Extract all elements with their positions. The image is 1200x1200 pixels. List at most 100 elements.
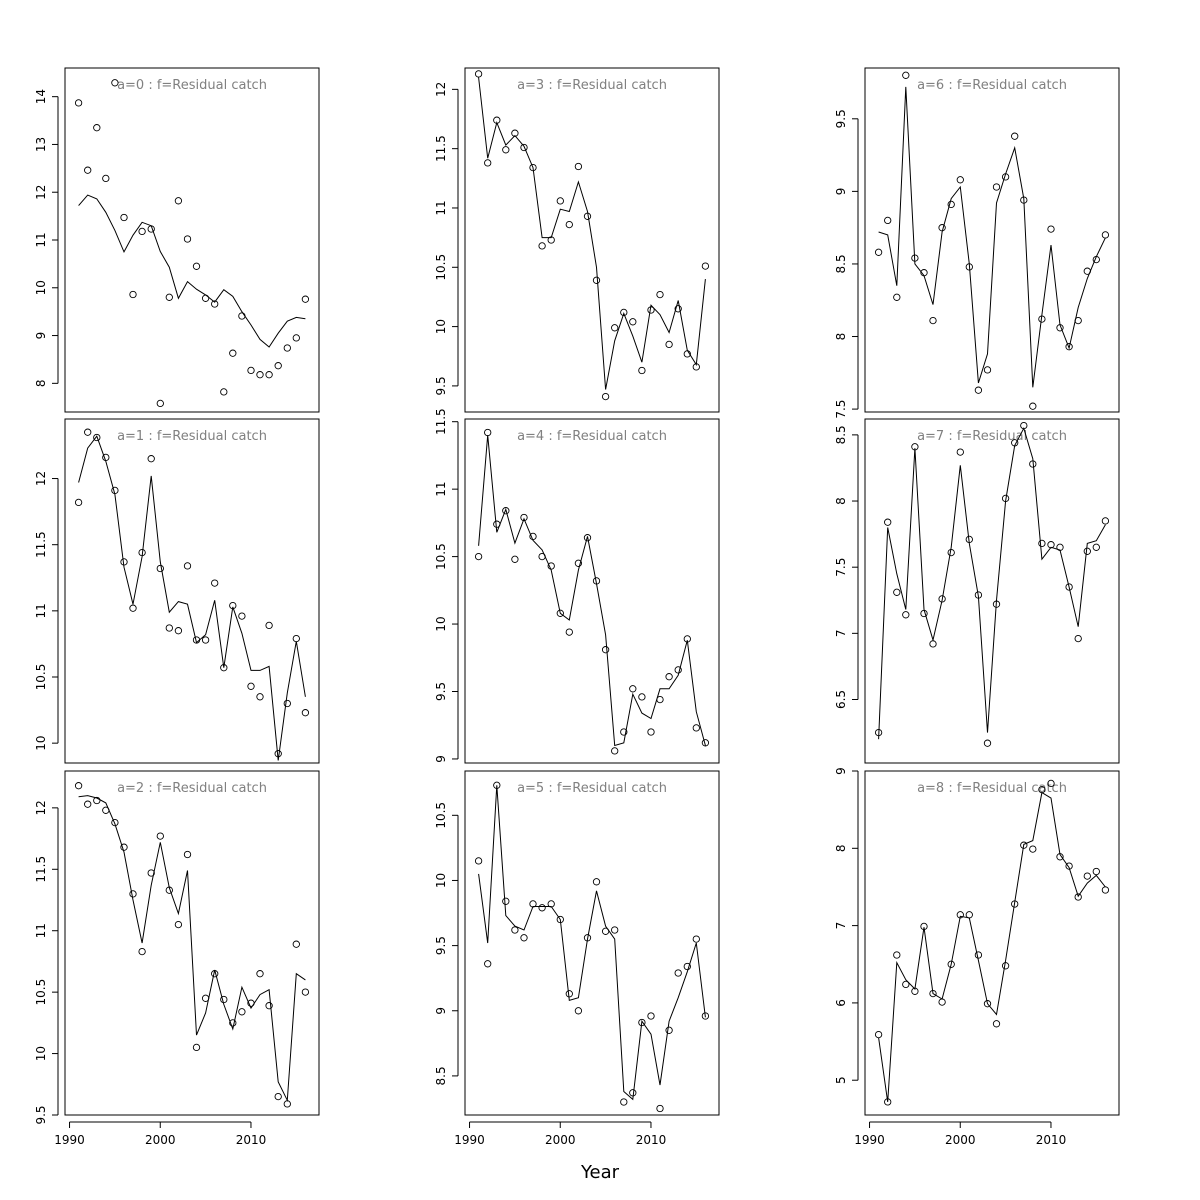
panel-4: a=4 : f=Residual catch 9 9.5 10 10.5 11 11.5 [434,408,720,764]
data-point [983,366,992,374]
panel-frame [864,418,1120,764]
data-point [884,518,892,526]
data-point [192,1043,201,1052]
data-point [474,70,483,78]
data-point [956,448,964,456]
panel-title: a=1 : f=Residual catch [117,429,267,444]
y-tick-label: 8 [834,844,848,852]
y-tick-label: 8.5 [834,425,848,444]
y-tick-label: 9.5 [434,936,448,955]
data-point [256,371,264,379]
panel-frame [64,67,320,413]
fitted-line [478,785,706,1101]
data-point [238,312,246,320]
y-tick-label: 6.5 [834,690,848,709]
y-tick-label: 10 [34,280,48,295]
y-tick-label: 12 [34,185,48,200]
data-point [174,627,183,635]
data-point [929,316,937,325]
y-tick-label: 11.5 [34,531,48,558]
data-point [1029,402,1037,410]
data-point [165,624,173,632]
panel-title: a=5 : f=Residual catch [517,781,667,796]
panel-7: a=7 : f=Residual catch 6.5 7 7.5 8 8.5 [834,418,1120,764]
data-point [1001,962,1010,970]
y-tick-label: 11.5 [34,856,48,883]
data-point [947,200,955,209]
y-tick-label: 11.5 [434,135,448,162]
y-tick-label: 7 [834,630,848,638]
data-point [592,276,601,284]
y-tick-label: 8.5 [834,254,848,273]
data-point [902,980,910,989]
y-tick-label: 9 [434,1007,448,1015]
data-point [556,609,564,617]
panel-frame [464,67,720,413]
x-tick-label: 1990 [854,1133,885,1147]
data-point [701,262,710,270]
panel-2: a=2 : f=Residual catch 9.5 10 10.5 11 11.5 12 1… [34,770,320,1147]
panel-frame [864,770,1120,1116]
data-point [74,782,83,790]
y-tick-label: 8 [834,497,848,505]
data-point [1047,779,1055,788]
data-point [274,1092,282,1101]
fitted-line [78,435,306,761]
panel-3: a=3 : f=Residual catch 9.5 10 10.5 11 11.5 12 [434,67,720,413]
data-point [147,455,155,463]
data-point [583,534,592,542]
y-tick-label: 10 [34,1046,48,1061]
data-point [874,1030,883,1039]
data-point [229,349,237,357]
data-point [174,920,183,929]
data-point [701,739,710,747]
y-tick-label: 9.5 [834,109,848,128]
data-point [102,174,110,183]
data-point [156,832,164,840]
y-tick-label: 10.5 [434,543,448,570]
data-point [192,262,201,270]
data-point [565,628,573,636]
data-point [674,305,682,313]
panel-title: a=3 : f=Residual catch [517,78,667,93]
panel-title: a=8 : f=Residual catch [917,781,1067,796]
data-point [611,926,619,934]
data-point [120,213,128,222]
panel-6: a=6 : f=Residual catch 7.5 8 8.5 9 9.5 [834,67,1120,419]
data-point [620,1098,628,1106]
data-point [638,1018,646,1027]
data-point [611,324,619,332]
data-point [574,1007,583,1015]
data-point [283,344,291,352]
data-point [111,818,119,827]
data-point [502,146,510,154]
data-point [484,159,492,167]
x-axis-label: Year [580,1162,620,1183]
data-point [1065,862,1073,870]
y-tick-label: 12 [434,82,448,97]
data-point [974,951,983,959]
x-tick-label: 2010 [1036,1133,1067,1147]
data-point [520,143,528,152]
data-point [238,1008,246,1016]
x-tick-label: 1990 [454,1133,485,1147]
data-point [183,850,192,859]
x-tick-label: 1990 [54,1133,85,1147]
data-point [902,71,910,79]
data-point [665,1026,673,1034]
data-point [520,934,528,942]
data-point [1101,517,1110,525]
y-tick-label: 10 [434,873,448,888]
data-point [565,220,573,229]
data-point [283,699,291,708]
y-tick-label: 9 [34,332,48,340]
data-point [893,951,901,959]
data-point [683,962,691,971]
data-point [601,646,610,654]
data-point [638,693,646,701]
data-point [265,371,273,379]
data-point [84,166,92,174]
data-point [893,588,901,596]
data-point [520,513,528,522]
y-tick-label: 12 [34,800,48,815]
